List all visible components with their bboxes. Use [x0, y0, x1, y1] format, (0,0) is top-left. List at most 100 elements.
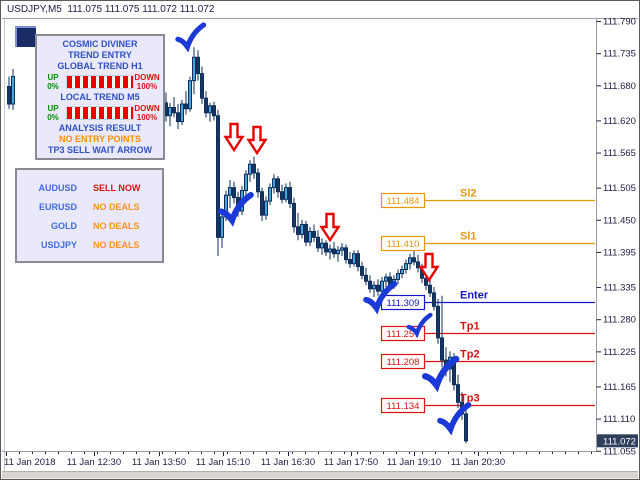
candle-body: [336, 249, 340, 255]
price-axis-label: 111.110: [603, 414, 635, 425]
candle-body: [272, 178, 276, 189]
window-bottom-strip: [2, 472, 638, 479]
candle-body: [356, 253, 360, 268]
candle-body: [184, 103, 188, 110]
price-axis-label: 111.165: [603, 382, 636, 393]
candle-body: [312, 230, 316, 238]
candle-body: [400, 268, 404, 275]
price-axis-label: 111.505: [603, 183, 636, 194]
quotes-status-panel: AUDUSD SELL NOW EURUSD NO DEALS GOLD NO …: [15, 168, 164, 263]
time-axis-label: 11 Jan 19:10: [387, 457, 441, 468]
candle-body: [308, 230, 312, 243]
candle-body: [200, 73, 204, 99]
price-level-name-tp3: Tp3: [460, 393, 480, 405]
candle-body: [292, 202, 296, 228]
price-level-value-sl2: 111.484: [387, 196, 420, 207]
candle-body: [324, 242, 328, 253]
analysis-status: TP3 SELL WAIT ARROW: [47, 145, 152, 155]
candle-body: [456, 384, 460, 403]
price-axis-label: 111.335: [603, 283, 636, 294]
quote-row: AUDUSD SELL NOW: [17, 178, 162, 197]
candle-body: [348, 259, 352, 265]
quote-symbol: AUDUSD: [38, 182, 77, 193]
trend-check-icon: [421, 355, 460, 393]
candle-body: [252, 163, 256, 174]
global-trend-label: GLOBAL TREND H1: [57, 61, 143, 71]
candle-body: [360, 266, 364, 276]
sell-down-arrow-icon: [246, 125, 268, 156]
price-axis-label: 111.620: [603, 116, 636, 127]
time-axis-label: 11 Jan 15:10: [196, 457, 250, 468]
candle-body: [464, 413, 468, 442]
quote-status: NO DEALS: [93, 239, 140, 250]
indicator-logo-button[interactable]: [15, 26, 36, 47]
candle-body: [168, 107, 172, 117]
sell-down-arrow-icon: [418, 252, 440, 283]
price-axis-label: 111.450: [603, 215, 636, 226]
candle-body: [416, 261, 420, 269]
price-level-box-tp2[interactable]: [380, 353, 426, 370]
candle-body: [11, 76, 15, 105]
local-trend-label: LOCAL TREND M5: [60, 92, 140, 102]
local-trend-bar: [66, 106, 134, 120]
quote-status: NO DEALS: [93, 201, 140, 212]
candle-body: [284, 187, 288, 200]
time-axis-label: 11 Jan 13:50: [132, 457, 186, 468]
candle-body: [288, 187, 292, 204]
local-down-value: DOWN 100%: [134, 104, 160, 122]
candle-body: [344, 247, 348, 261]
global-up-value: UP 0%: [47, 73, 59, 91]
panel-title: COSMIC DIVINER: [62, 39, 138, 49]
candle-body: [376, 284, 380, 292]
sell-down-arrow-icon: [319, 212, 341, 243]
sell-down-arrow-icon: [223, 122, 245, 153]
price-level-name-tp2: Tp2: [460, 349, 480, 361]
candle-body: [232, 187, 236, 199]
time-axis-label: 11 Jan 20:30: [451, 457, 505, 468]
candle-body: [368, 280, 372, 290]
candle-body: [276, 178, 280, 193]
price-level-box-sl2[interactable]: [380, 192, 426, 209]
quote-row: USDJPY NO DEALS: [17, 235, 162, 254]
candle-body: [196, 56, 200, 75]
current-price-tag: [597, 434, 638, 448]
trend-check-icon: [406, 312, 433, 339]
candle-body: [172, 107, 176, 114]
time-axis-label: 11 Jan 17:50: [324, 457, 378, 468]
candle-body: [304, 223, 308, 243]
candle-body: [300, 223, 304, 235]
quote-symbol: USDJPY: [40, 239, 77, 250]
price-level-name-sl1: Sl1: [460, 231, 477, 243]
candle-body: [404, 263, 408, 270]
candle-body: [340, 247, 344, 251]
candle-body: [228, 187, 232, 196]
candle-body: [412, 257, 416, 263]
candle-body: [192, 56, 196, 82]
candle-body: [440, 337, 444, 361]
price-level-box-sl1[interactable]: [380, 235, 426, 252]
chart-title: USDJPY,M5 111.075 111.075 111.072 111.07…: [7, 4, 215, 15]
candle-body: [424, 277, 428, 286]
price-axis-label: 111.225: [603, 347, 636, 358]
candle-body: [384, 276, 388, 282]
global-trend-bar: [66, 75, 134, 89]
candle-body: [332, 248, 336, 255]
candle-body: [260, 191, 264, 216]
candle-body: [188, 80, 192, 110]
candle-body: [216, 115, 220, 238]
candle-body: [296, 226, 300, 235]
price-axis-label: 111.395: [603, 247, 636, 258]
price-level-value-tp1: 111.257: [387, 329, 420, 340]
candle-body: [428, 284, 432, 294]
trend-check-icon: [175, 22, 207, 53]
candle-body: [244, 173, 248, 192]
time-axis-label: 11 Jan 2018: [4, 457, 56, 468]
candle-body: [408, 257, 412, 265]
price-level-box-tp3[interactable]: [380, 397, 426, 414]
candle-body: [352, 253, 356, 265]
price-level-value-sl1: 111.410: [387, 239, 420, 250]
candle-body: [436, 305, 440, 339]
candle-body: [372, 284, 376, 290]
